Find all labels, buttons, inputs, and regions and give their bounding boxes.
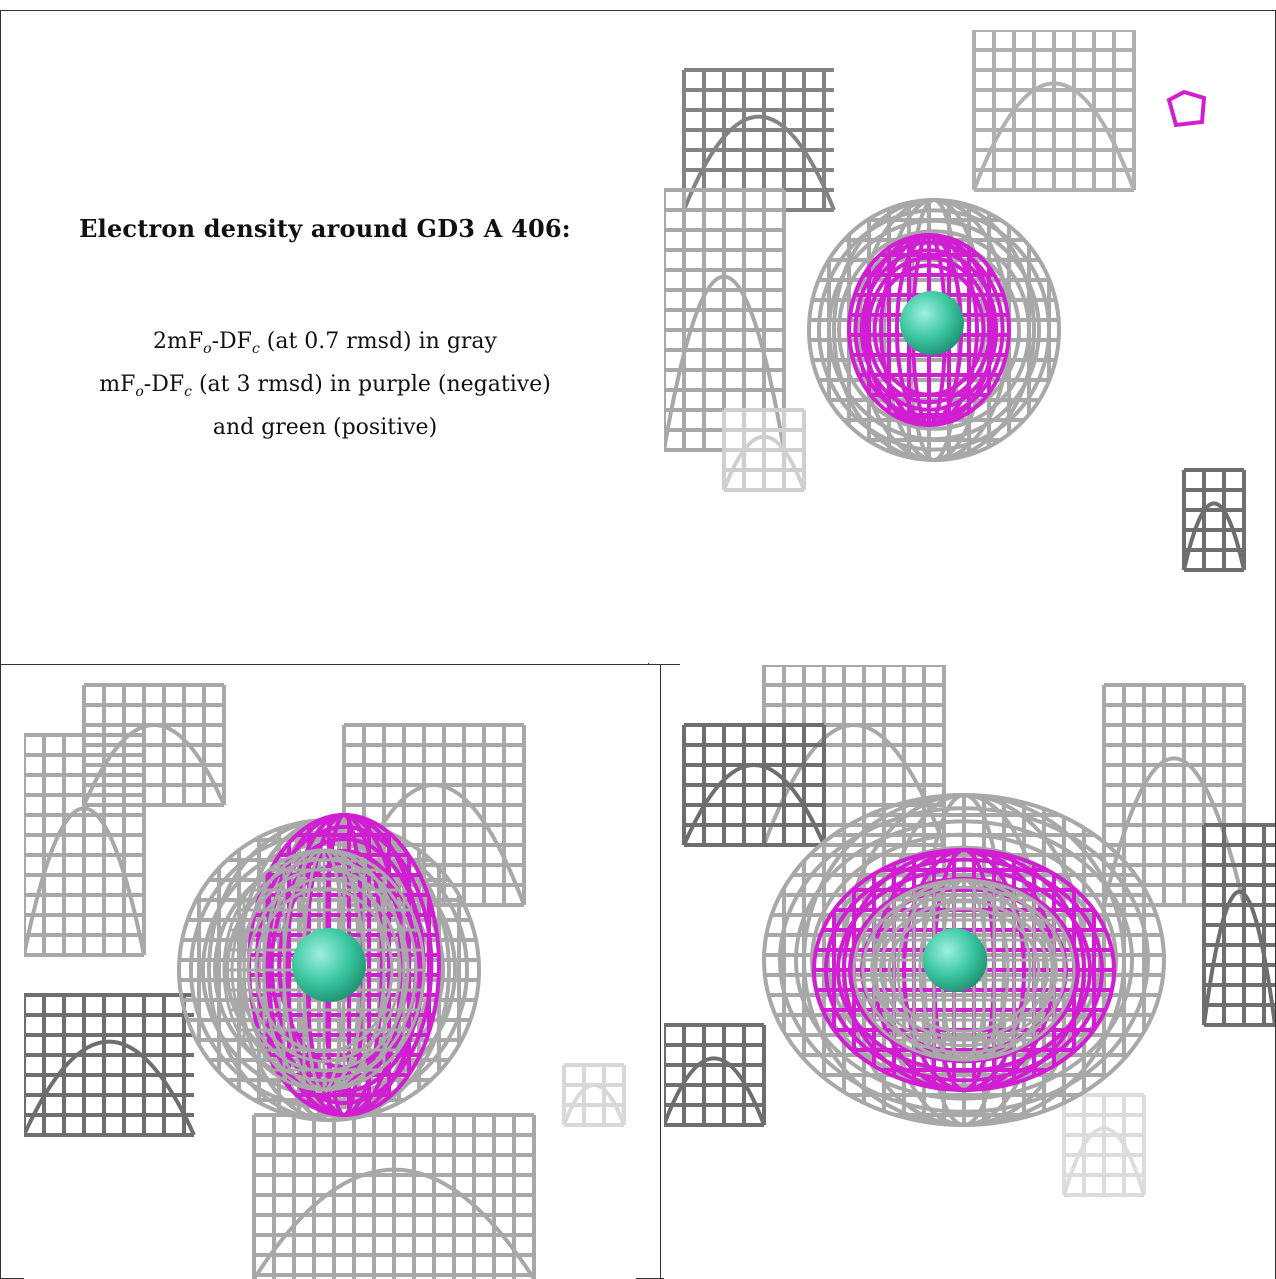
mesh-patch-lower-left [722,408,806,492]
mesh-patch-left [664,188,786,452]
legend-line-2fofc: 2mFo-DFc (at 0.7 rmsd) in gray [153,329,497,357]
legend-line-positive: and green (positive) [212,415,438,440]
mesh-patch-left-bl [24,733,146,957]
view-top-right [664,30,1275,664]
mesh-patch-lower-left-bl [24,993,196,1137]
caption-legend: 2mFo-DFc (at 0.7 rmsd) in gray mFo-DFc (… [1,324,649,446]
legend-line-fofc: mFo-DFc (at 3 rmsd) in purple (negative) [99,372,551,400]
panel-divider-horizontal [0,664,680,665]
view-bottom-left [24,665,636,1279]
panel-divider-vertical-bottom [660,665,661,1279]
caption-title: Electron density around GD3 A 406: [79,214,571,243]
gd-atom-tr [900,291,964,355]
mesh-patch-top-br [762,665,946,847]
density-view-top-right [664,30,1246,572]
gd-atom-bl [292,928,366,1002]
mesh-patch-top [972,30,1136,192]
mesh-patch-bottom-br [1062,1093,1146,1197]
caption-panel: Electron density around GD3 A 406: 2mFo-… [1,11,649,663]
mesh-patch-right-br [1202,823,1275,1027]
mesh-patch-lower-left-br [664,1023,766,1127]
density-view-bottom-left [24,683,626,1279]
gd-atom-br [923,928,987,992]
mesh-fofc-negative-small-tr [1166,89,1207,128]
view-bottom-right [664,665,1275,1279]
mesh-fofc-negative-tr [847,233,1011,427]
mesh-patch-lower-right [1182,468,1246,572]
mesh-patch-right-bl [562,1063,626,1127]
mesh-patch-bottom-bl [252,1113,536,1279]
density-view-bottom-right [664,665,1275,1197]
mesh-patch-upper-left-br [682,723,826,847]
